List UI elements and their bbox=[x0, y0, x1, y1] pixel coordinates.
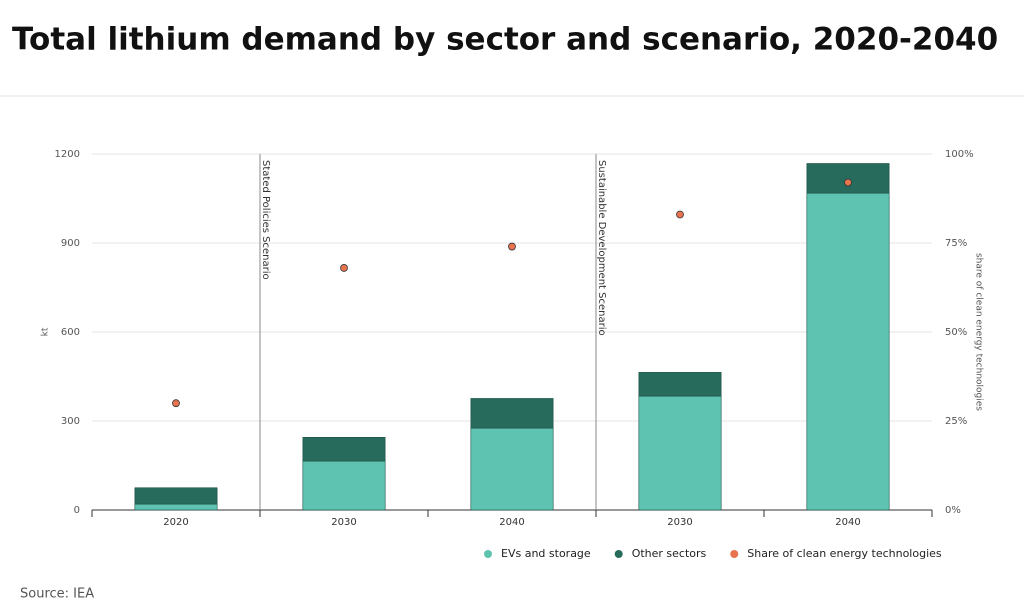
y-tick-label: 600 bbox=[61, 327, 80, 338]
y2-tick-label: 50% bbox=[945, 327, 967, 338]
legend-swatch bbox=[484, 550, 492, 558]
y2-axis-label: share of clean energy technologies bbox=[974, 253, 984, 411]
share-dot bbox=[508, 242, 516, 251]
y2-tick-label: 0% bbox=[945, 505, 961, 516]
bar-segment bbox=[806, 163, 890, 194]
x-tick-label: 2040 bbox=[499, 517, 524, 528]
x-tick-label: 2020 bbox=[163, 517, 188, 528]
y-tick-label: 1200 bbox=[55, 149, 80, 160]
source: Source: IEA bbox=[20, 587, 94, 602]
y2-tick-label: 75% bbox=[945, 238, 967, 249]
share-dot bbox=[172, 399, 180, 408]
legend-label: EVs and storage bbox=[501, 547, 591, 560]
legend-label: Other sectors bbox=[632, 547, 707, 560]
bar-segment bbox=[470, 427, 554, 511]
bar-segment bbox=[638, 395, 722, 511]
legend-swatch bbox=[730, 550, 739, 558]
y2-tick-label: 100% bbox=[945, 149, 974, 160]
scenario-label: Sustainable Development Scenario bbox=[596, 160, 607, 336]
bar-segment bbox=[302, 437, 386, 462]
x-tick-label: 2040 bbox=[835, 517, 860, 528]
bar-segment bbox=[134, 487, 218, 505]
share-dot bbox=[676, 210, 684, 219]
scenario-label: Stated Policies Scenario bbox=[260, 160, 271, 280]
share-dot bbox=[844, 178, 852, 187]
y-tick-label: 0 bbox=[74, 505, 80, 516]
bar-segment bbox=[806, 192, 890, 511]
bar-segment bbox=[134, 503, 218, 511]
legend-label: Share of clean energy technologies bbox=[747, 547, 942, 560]
y-tick-label: 300 bbox=[61, 416, 80, 427]
bar-segment bbox=[470, 398, 554, 429]
x-tick-label: 2030 bbox=[331, 517, 356, 528]
bar-segment bbox=[302, 460, 386, 511]
share-dot bbox=[340, 264, 348, 272]
x-tick-label: 2030 bbox=[667, 517, 692, 528]
y-axis-label: kt bbox=[41, 327, 51, 336]
y2-tick-label: 25% bbox=[945, 416, 967, 427]
legend-swatch bbox=[614, 550, 623, 558]
bar-segment bbox=[638, 372, 722, 397]
y-tick-label: 900 bbox=[61, 238, 80, 249]
chart-title: Total lithium demand by sector and scena… bbox=[12, 22, 998, 58]
